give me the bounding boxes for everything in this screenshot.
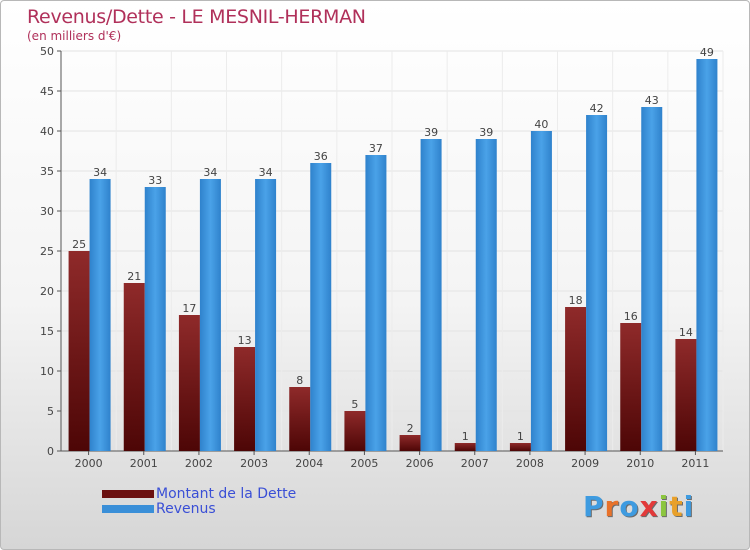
data-label: 1 bbox=[517, 430, 524, 443]
legend-label-dette: Montant de la Dette bbox=[156, 486, 297, 502]
y-tick-label: 20 bbox=[40, 285, 54, 298]
bar-revenus bbox=[89, 179, 111, 451]
y-tick-label: 35 bbox=[40, 165, 54, 178]
legend-swatch-dette bbox=[102, 490, 154, 498]
legend-swatch-revenus bbox=[102, 505, 154, 513]
logo-letter: P bbox=[583, 490, 605, 523]
y-tick-label: 30 bbox=[40, 205, 54, 218]
y-tick-label: 40 bbox=[40, 125, 54, 138]
bar-dette bbox=[399, 435, 421, 451]
y-tick-label: 10 bbox=[40, 365, 54, 378]
bar-revenus bbox=[641, 107, 663, 451]
bar-dette bbox=[454, 443, 476, 451]
data-label: 14 bbox=[679, 326, 693, 339]
y-tick-label: 50 bbox=[40, 45, 54, 58]
y-tick-label: 5 bbox=[47, 405, 54, 418]
data-label: 8 bbox=[296, 374, 303, 387]
x-tick-label: 2003 bbox=[240, 457, 268, 470]
data-label: 13 bbox=[238, 334, 252, 347]
data-label: 39 bbox=[424, 126, 438, 139]
x-tick-label: 2001 bbox=[130, 457, 158, 470]
bar-revenus bbox=[365, 155, 387, 451]
data-label: 40 bbox=[534, 118, 548, 131]
legend-label-revenus: Revenus bbox=[156, 501, 216, 517]
data-label: 37 bbox=[369, 142, 383, 155]
data-label: 39 bbox=[479, 126, 493, 139]
y-tick-label: 45 bbox=[40, 85, 54, 98]
bar-revenus bbox=[420, 139, 442, 451]
bar-dette bbox=[675, 339, 697, 451]
logo-letter: i bbox=[658, 490, 670, 523]
bar-revenus bbox=[255, 179, 277, 451]
logo-letter: r bbox=[604, 490, 620, 523]
y-tick-label: 15 bbox=[40, 325, 54, 338]
logo-letter: t bbox=[669, 490, 684, 523]
data-label: 34 bbox=[93, 166, 107, 179]
bar-dette bbox=[234, 347, 256, 451]
x-tick-label: 2008 bbox=[516, 457, 544, 470]
data-label: 25 bbox=[72, 238, 86, 251]
bar-dette bbox=[289, 387, 311, 451]
data-label: 34 bbox=[259, 166, 273, 179]
chart-subtitle: (en milliers d'€) bbox=[27, 29, 122, 43]
data-label: 36 bbox=[314, 150, 328, 163]
y-tick-label: 25 bbox=[40, 245, 54, 258]
bar-dette bbox=[620, 323, 642, 451]
data-label: 34 bbox=[203, 166, 217, 179]
bar-dette bbox=[68, 251, 90, 451]
data-label: 18 bbox=[569, 294, 583, 307]
x-tick-label: 2011 bbox=[681, 457, 709, 470]
data-label: 21 bbox=[127, 270, 141, 283]
bar-dette bbox=[509, 443, 531, 451]
data-label: 42 bbox=[590, 102, 604, 115]
bar-dette bbox=[565, 307, 587, 451]
bar-revenus bbox=[199, 179, 221, 451]
logo-letter: i bbox=[683, 490, 695, 523]
data-label: 16 bbox=[624, 310, 638, 323]
data-label: 17 bbox=[182, 302, 196, 315]
x-tick-label: 2006 bbox=[406, 457, 434, 470]
y-tick-label: 0 bbox=[47, 445, 54, 458]
proxiti-logo: Proxiti bbox=[583, 490, 694, 523]
bar-revenus bbox=[586, 115, 608, 451]
x-tick-label: 2010 bbox=[626, 457, 654, 470]
bar-dette bbox=[178, 315, 200, 451]
bar-revenus bbox=[475, 139, 497, 451]
bar-revenus bbox=[144, 187, 166, 451]
chart-title: Revenus/Dette - LE MESNIL-HERMAN bbox=[27, 6, 366, 28]
data-label: 2 bbox=[407, 422, 414, 435]
bar-revenus bbox=[530, 131, 552, 451]
bar-revenus bbox=[696, 59, 718, 451]
data-label: 5 bbox=[351, 398, 358, 411]
data-label: 43 bbox=[645, 94, 659, 107]
x-tick-label: 2004 bbox=[295, 457, 323, 470]
data-label: 49 bbox=[700, 46, 714, 59]
bar-dette bbox=[123, 283, 145, 451]
bar-revenus bbox=[310, 163, 332, 451]
x-tick-label: 2002 bbox=[185, 457, 213, 470]
logo-letter: x bbox=[639, 490, 659, 523]
x-tick-label: 2000 bbox=[75, 457, 103, 470]
x-tick-label: 2009 bbox=[571, 457, 599, 470]
bar-dette bbox=[344, 411, 366, 451]
x-tick-label: 2005 bbox=[350, 457, 378, 470]
logo-letter: o bbox=[619, 490, 640, 523]
x-tick-label: 2007 bbox=[461, 457, 489, 470]
data-label: 1 bbox=[462, 430, 469, 443]
data-label: 33 bbox=[148, 174, 162, 187]
